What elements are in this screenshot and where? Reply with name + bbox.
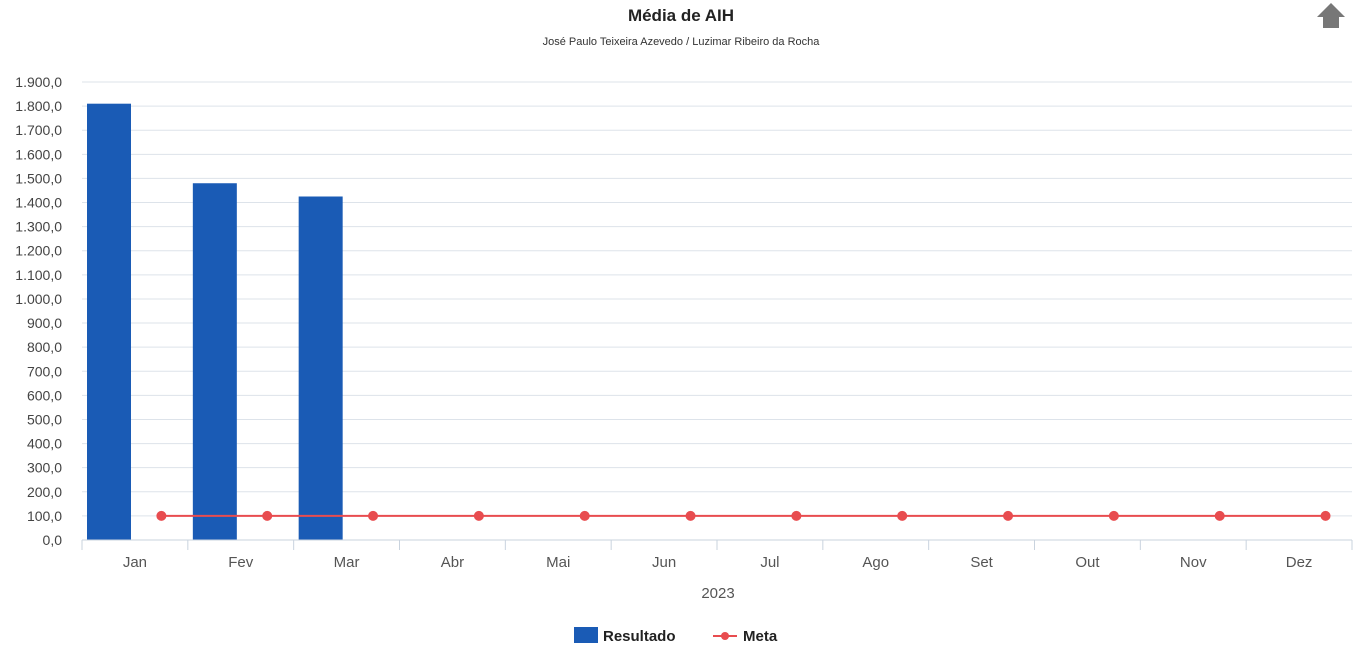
x-tick-label: Mai (546, 554, 570, 571)
y-tick-label: 600,0 (27, 387, 62, 403)
y-tick-label: 1.500,0 (15, 170, 62, 186)
bar-jan (87, 103, 131, 541)
y-tick-label: 1.900,0 (15, 74, 62, 90)
upload-arrow-icon[interactable] (1317, 3, 1345, 28)
x-tick-label: Out (1075, 554, 1100, 571)
y-tick-label: 0,0 (43, 532, 63, 548)
legend-swatch-meta-marker (721, 632, 729, 640)
meta-point-mar (368, 510, 379, 521)
bar-series (87, 103, 343, 541)
y-tick-label: 500,0 (27, 411, 62, 427)
y-tick-label: 1.400,0 (15, 195, 62, 211)
meta-point-ago (897, 510, 908, 521)
legend-item-meta[interactable]: Meta (713, 628, 778, 645)
x-axis: Jan Fev Mar Abr Mai Jun Jul Ago Set Out Nov Dez (81, 539, 1353, 571)
meta-point-jun (685, 510, 696, 521)
meta-point-mai (579, 510, 590, 521)
y-tick-label: 1.000,0 (15, 291, 62, 307)
y-tick-label: 100,0 (27, 508, 62, 524)
y-tick-label: 200,0 (27, 484, 62, 500)
x-tick-label: Abr (441, 554, 464, 571)
y-tick-label: 300,0 (27, 460, 62, 476)
x-tick-label: Fev (228, 554, 254, 571)
y-tick-label: 800,0 (27, 339, 62, 355)
meta-point-abr (473, 510, 484, 521)
meta-point-set (1003, 510, 1014, 521)
legend: Resultado Meta (574, 627, 778, 645)
bar-fev (192, 183, 237, 540)
x-tick-label: Dez (1286, 554, 1313, 571)
y-tick-label: 1.600,0 (15, 146, 62, 162)
x-tick-label: Jan (123, 554, 147, 571)
y-tick-label: 1.100,0 (15, 267, 62, 283)
legend-label-meta: Meta (743, 628, 778, 645)
meta-point-dez (1320, 510, 1331, 521)
y-tick-label: 1.800,0 (15, 98, 62, 114)
meta-point-jul (791, 510, 802, 521)
meta-point-jan (156, 510, 167, 521)
y-tick-label: 400,0 (27, 436, 62, 452)
y-tick-label: 900,0 (27, 315, 62, 331)
x-axis-title: 2023 (701, 585, 734, 602)
x-tick-label: Ago (862, 554, 889, 571)
y-tick-label: 1.700,0 (15, 122, 62, 138)
y-tick-label: 1.200,0 (15, 243, 62, 259)
line-series (156, 510, 1331, 521)
x-tick-label: Nov (1180, 554, 1207, 571)
legend-swatch-resultado (574, 627, 598, 643)
meta-point-out (1108, 510, 1119, 521)
bar-mar (298, 196, 343, 540)
legend-label-resultado: Resultado (603, 628, 676, 645)
x-tick-label: Set (970, 554, 993, 571)
x-tick-label: Jun (652, 554, 676, 571)
y-tick-label: 700,0 (27, 363, 62, 379)
y-axis-ticks: 0,0 100,0 200,0 300,0 400,0 500,0 600,0 700,0 80… (15, 74, 62, 548)
legend-item-resultado[interactable]: Resultado (574, 627, 676, 645)
chart-title: Média de AIH (628, 6, 734, 25)
meta-point-nov (1214, 510, 1225, 521)
meta-point-fev (262, 510, 273, 521)
grid-lines (82, 81, 1352, 517)
x-tick-label: Jul (760, 554, 779, 571)
x-tick-label: Mar (334, 554, 360, 571)
chart-subtitle: José Paulo Teixeira Azevedo / Luzimar Ri… (543, 36, 821, 48)
y-tick-label: 1.300,0 (15, 219, 62, 235)
